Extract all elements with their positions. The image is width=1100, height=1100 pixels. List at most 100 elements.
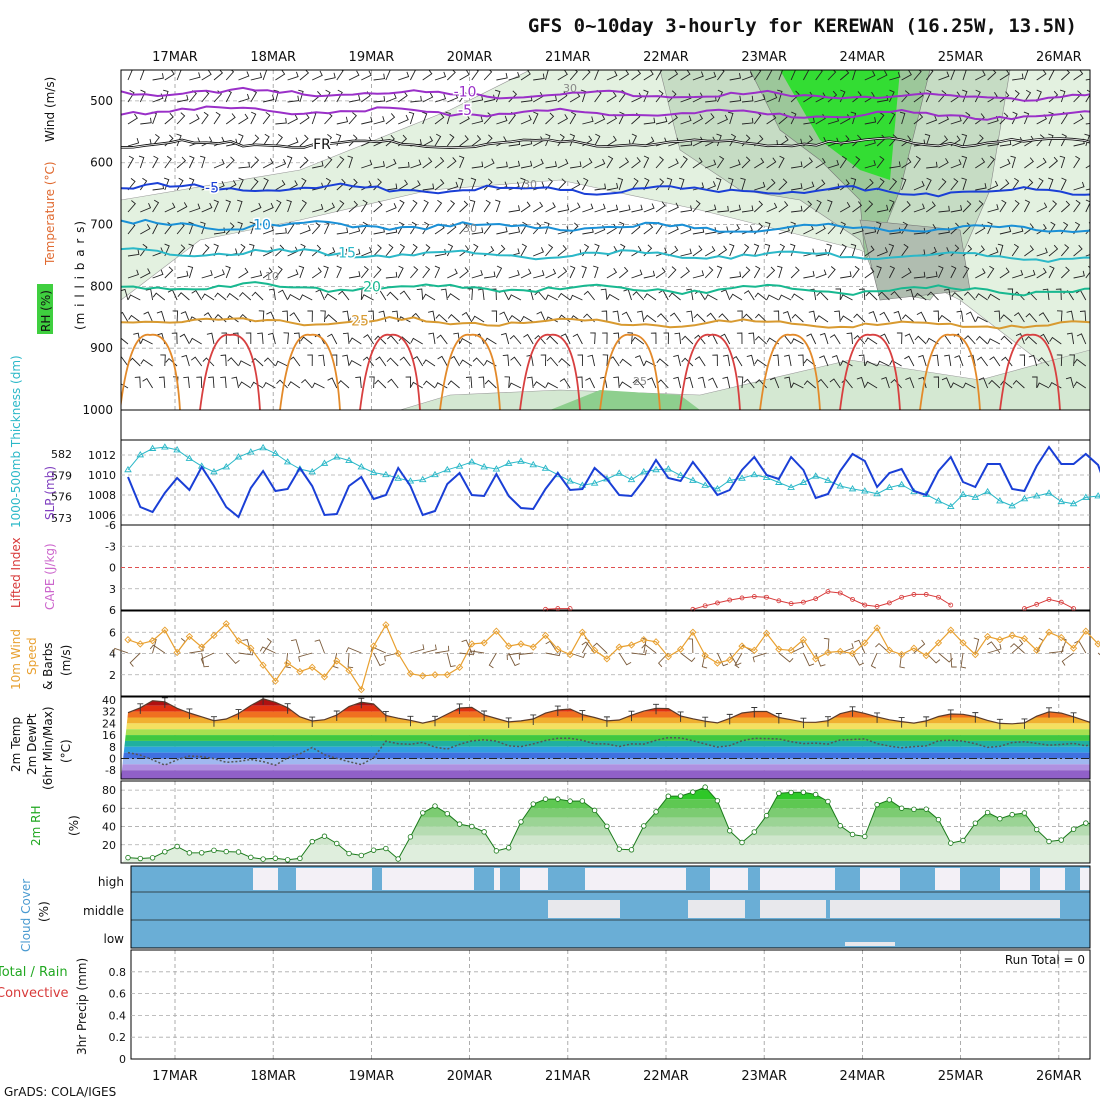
thickness-point [308, 468, 316, 475]
wind-barb [773, 310, 780, 323]
wind10m-speed-point [247, 644, 255, 652]
wind-barb [674, 332, 682, 345]
thickness-point [725, 476, 734, 483]
wind-barb [189, 203, 201, 213]
wind-barb [459, 70, 470, 81]
wind-barb [681, 335, 694, 345]
wind-barb [743, 378, 755, 389]
wind-barb [287, 269, 299, 279]
wind-barb [196, 376, 203, 389]
wind-barb [656, 358, 669, 367]
wind-barb [225, 89, 232, 103]
wind-barb [901, 157, 912, 169]
wind-barb [962, 200, 972, 213]
wind-barb [782, 311, 792, 323]
wind-barb [368, 310, 375, 323]
wind-barb [459, 89, 467, 103]
wind10m-barb [1061, 652, 1074, 666]
wind-barb [1011, 177, 1020, 191]
thickness-point [713, 485, 722, 492]
wind-barb [1073, 358, 1087, 367]
wind-barb [405, 376, 412, 389]
thickness-point [787, 483, 795, 490]
thickness-point [529, 460, 538, 468]
wind-barb [560, 333, 571, 345]
surface-temperature-contour [599, 333, 661, 410]
date-tick-bottom: 22MAR [643, 1069, 689, 1084]
wind-barb [177, 270, 189, 279]
wind-barb [827, 183, 840, 191]
wind-barb [437, 355, 448, 367]
wind-barb [692, 245, 703, 257]
wind-barb [594, 70, 600, 81]
wind-barb [901, 90, 910, 103]
cloud-high-gap [520, 868, 548, 890]
wind-barb [158, 376, 166, 389]
wind10m-speed-point [1008, 631, 1016, 640]
wind10m-speed-point [566, 650, 574, 659]
date-tick-top: 22MAR [643, 50, 689, 65]
rh2m-point [469, 823, 475, 830]
precip-ylabel-2: Total / Rain [0, 965, 68, 980]
wind-barb [618, 157, 630, 169]
wind-barb [976, 356, 988, 367]
wind-barb [471, 269, 483, 279]
wind-barb [975, 113, 985, 125]
temperature-minmax-marker [235, 709, 242, 720]
wind-barb [532, 222, 542, 235]
wind-barb [348, 200, 359, 213]
wind-barb [238, 243, 246, 257]
thickness-point [234, 453, 243, 460]
wind-barb [950, 178, 959, 191]
wind10m-speed-point [222, 620, 230, 628]
wind-barb [385, 158, 397, 169]
wind-barb [336, 248, 349, 257]
wind-barb [737, 310, 743, 323]
wind-barb [422, 70, 433, 81]
wind10m-speed-point [234, 637, 243, 645]
wind-barb [275, 227, 287, 235]
wind-barb [989, 356, 1001, 367]
wind-barb [766, 294, 780, 301]
isotherm-line [121, 218, 1090, 234]
thickness-point [873, 489, 881, 497]
wind-barb [736, 332, 743, 345]
wind-barb [312, 160, 324, 169]
wind-barb [289, 356, 301, 367]
wind-barb [465, 376, 473, 389]
wind-barb [545, 244, 554, 257]
wind-barb [944, 354, 952, 367]
wind-barb [324, 72, 336, 81]
wind-barb [790, 111, 797, 125]
wind-barb [385, 271, 398, 279]
wind-barb [459, 135, 469, 147]
wind-barb [570, 161, 582, 169]
wind-barb [618, 70, 630, 81]
wind-barb [140, 268, 151, 279]
wind-barb [748, 332, 755, 345]
wind-barb [791, 205, 803, 213]
wind-barb [569, 294, 583, 301]
wind-barb [1085, 89, 1090, 103]
wind-barb [1049, 336, 1062, 345]
temperature-tick-label: 16 [102, 729, 116, 742]
wind-barb [852, 134, 862, 147]
cloud-high-gap [253, 868, 278, 890]
wind-barb [594, 114, 606, 125]
wind-barb [913, 113, 924, 125]
lifted-index-tick-label: 3 [109, 583, 116, 596]
temperature-minmax-marker [333, 710, 340, 722]
lifted-index-ylabel: Lifted Index [9, 537, 23, 608]
rh2m-point [714, 798, 721, 804]
wind-barb [741, 156, 751, 169]
cloud-middle-gap [688, 900, 745, 918]
wind-barb [397, 221, 405, 235]
wind-barb [410, 199, 418, 213]
temperature-minmax-marker [1070, 712, 1077, 723]
wind-barb [753, 243, 760, 257]
wind-barb [1060, 266, 1070, 279]
thickness-point [1008, 502, 1016, 509]
wind-barb [208, 376, 215, 389]
wind-barb [484, 271, 496, 279]
thickness-point [676, 471, 685, 478]
